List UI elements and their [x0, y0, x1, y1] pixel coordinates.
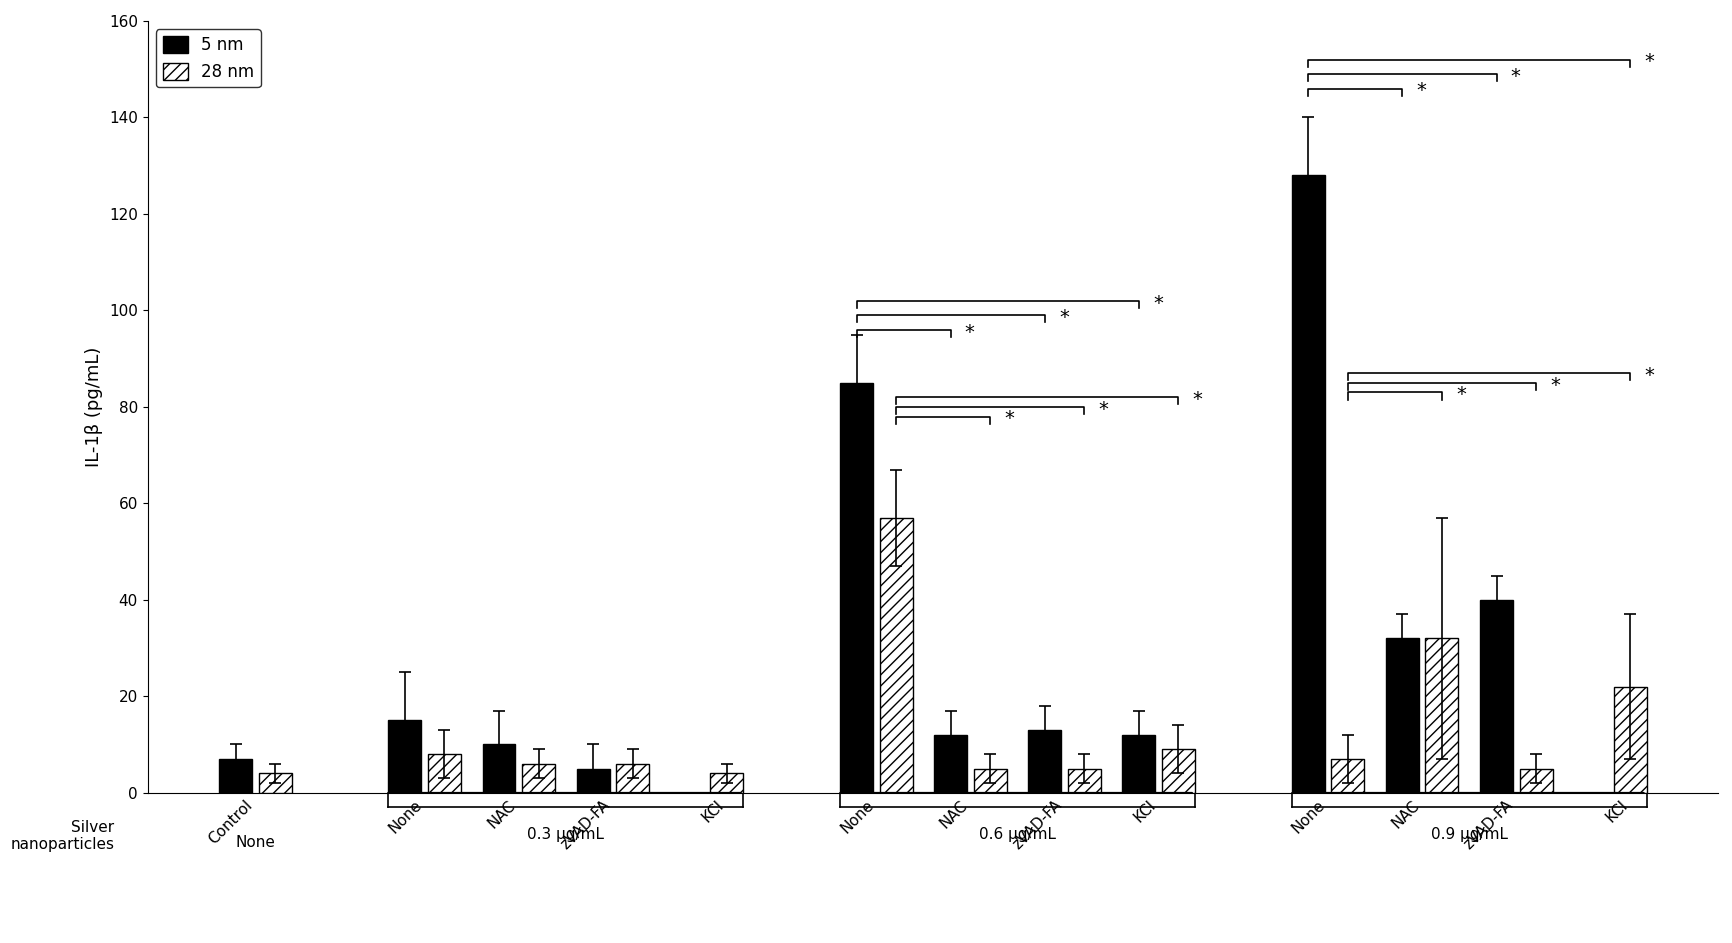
Bar — [218, 759, 251, 793]
Text: Silver
nanoparticles: Silver nanoparticles — [10, 819, 114, 852]
Bar — [258, 773, 291, 793]
Bar — [1612, 687, 1645, 793]
Bar — [1067, 769, 1100, 793]
Text: 0.6 μg/mL: 0.6 μg/mL — [979, 827, 1055, 842]
Bar — [1386, 638, 1419, 793]
Bar — [1519, 769, 1552, 793]
Bar — [1290, 175, 1323, 793]
Text: None: None — [236, 835, 275, 851]
Bar — [1122, 735, 1155, 793]
Bar — [388, 720, 421, 793]
Bar — [617, 764, 650, 793]
Text: *: * — [1510, 67, 1519, 86]
Bar — [710, 773, 743, 793]
Y-axis label: IL-1β (pg/mL): IL-1β (pg/mL) — [85, 347, 104, 467]
Text: *: * — [1058, 308, 1069, 327]
Bar — [840, 383, 873, 793]
Text: *: * — [965, 323, 973, 341]
Text: *: * — [1192, 390, 1202, 409]
Text: *: * — [1455, 386, 1465, 405]
Text: *: * — [1415, 81, 1425, 101]
Bar — [880, 518, 913, 793]
Text: *: * — [1644, 366, 1652, 385]
Text: 0.3 μg/mL: 0.3 μg/mL — [527, 827, 604, 842]
Legend: 5 nm, 28 nm: 5 nm, 28 nm — [156, 29, 262, 88]
Bar — [973, 769, 1006, 793]
Bar — [1425, 638, 1458, 793]
Text: *: * — [1005, 409, 1013, 428]
Bar — [1162, 750, 1195, 793]
Bar — [1330, 759, 1363, 793]
Text: *: * — [1152, 293, 1162, 313]
Bar — [934, 735, 966, 793]
Text: 0.9 μg/mL: 0.9 μg/mL — [1431, 827, 1507, 842]
Text: *: * — [1548, 375, 1559, 395]
Text: *: * — [1098, 400, 1108, 419]
Bar — [1479, 600, 1512, 793]
Bar — [521, 764, 554, 793]
Bar — [1027, 730, 1060, 793]
Text: *: * — [1644, 53, 1652, 72]
Bar — [577, 769, 610, 793]
Bar — [481, 744, 514, 793]
Bar — [428, 754, 461, 793]
